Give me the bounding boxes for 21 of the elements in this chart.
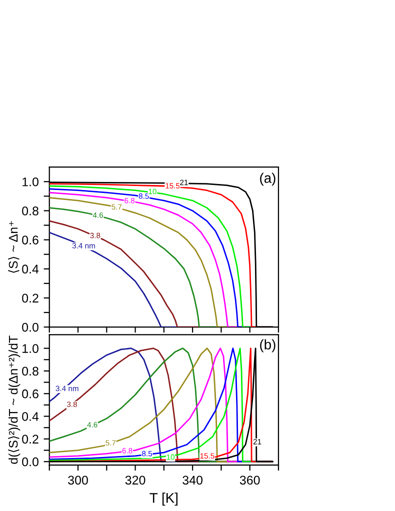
y-tick-label: 0.6: [22, 389, 38, 398]
y-tick-label: 0.0: [22, 457, 38, 466]
x-tick-label: 340: [182, 476, 202, 485]
y-tick-label: 0.6: [22, 236, 38, 244]
y-tick-label: 0.8: [22, 366, 38, 376]
y-tick-label: 0.4: [22, 264, 39, 274]
y-tick-label: 1.0: [22, 344, 38, 353]
y-tick-label: 0.2: [22, 294, 38, 303]
y-tick-label: 1.0: [22, 177, 38, 186]
y-axis-title: d(⟨S⟩²)/dT ~ d(Δn⁺²)/dT: [8, 336, 20, 464]
x-tick-label: 300: [68, 476, 88, 485]
y-axis-title: ⟨S⟩ ~ Δn⁺: [8, 221, 20, 273]
y-tick-label: 0.0: [22, 322, 38, 332]
x-axis-title: T [K]: [150, 492, 178, 506]
x-tick-label: 320: [125, 476, 146, 485]
annotation: (b): [260, 339, 276, 352]
y-tick-label: 0.8: [22, 206, 38, 216]
annotation: (a): [260, 172, 276, 186]
y-tick-label: 0.2: [22, 434, 38, 444]
x-tick-label: 360: [240, 476, 260, 485]
y-tick-label: 0.4: [22, 412, 39, 421]
